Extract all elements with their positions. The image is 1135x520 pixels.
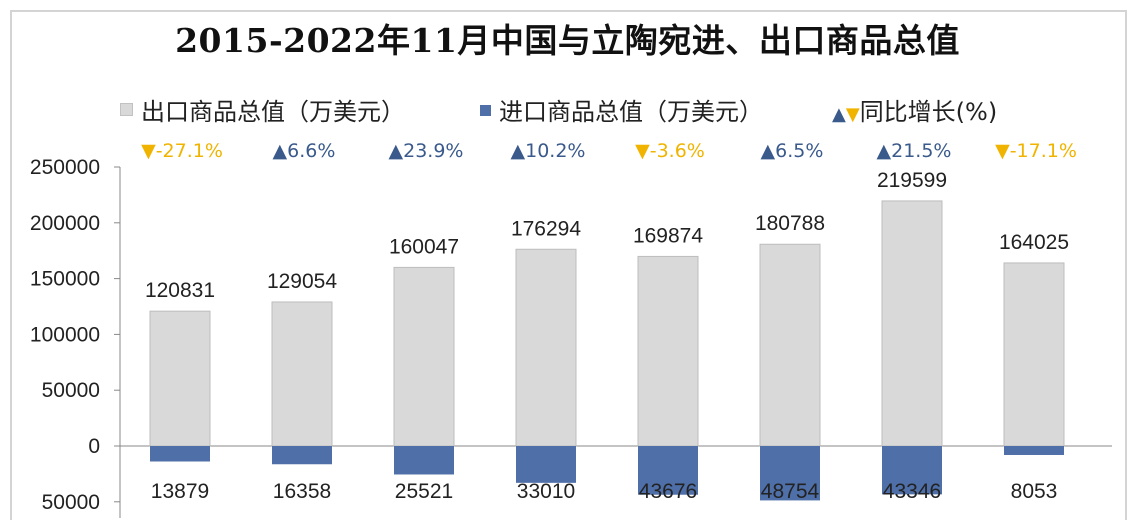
import-value-label: 33010 (517, 480, 575, 503)
legend-yoy-label: 同比增长(%) (859, 98, 998, 126)
yoy-growth-label: ▲21.5% (877, 140, 952, 162)
export-bar (393, 266, 455, 447)
yoy-growth-label: ▲6.6% (273, 140, 336, 162)
import-value-label: 16358 (273, 480, 331, 503)
export-bar (1003, 262, 1065, 447)
legend-import: 进口商品总值（万美元） (480, 92, 763, 127)
yoy-growth-label: ▲23.9% (389, 140, 464, 162)
import-value-label: 43346 (883, 480, 941, 503)
legend-import-label: 进口商品总值（万美元） (499, 98, 763, 126)
import-bar (760, 446, 820, 501)
import-value-label: 25521 (395, 480, 453, 503)
y-tick-label: 250000 (30, 156, 100, 179)
export-value-label: 129054 (267, 270, 337, 293)
import-value-label: 48754 (761, 480, 820, 503)
chart-title: 2015-2022年11月中国与立陶宛进、出口商品总值 (175, 21, 960, 60)
import-value-label: 13879 (151, 480, 209, 503)
import-bar (882, 446, 942, 495)
export-value-label: 164025 (999, 231, 1069, 254)
y-tick-label: 50000 (42, 491, 100, 514)
export-bar (881, 200, 943, 447)
export-value-label: 219599 (877, 169, 947, 192)
y-tick-label: 0 (88, 435, 100, 458)
yoy-growth-label: ▼-27.1% (141, 140, 223, 162)
export-value-label: 160047 (389, 235, 459, 258)
import-bar (150, 446, 210, 462)
y-tick-label: 50000 (42, 379, 100, 402)
legend-export-label: 出口商品总值（万美元） (141, 98, 405, 126)
export-bar (759, 243, 821, 447)
import-bar (638, 446, 698, 495)
import-bar (394, 446, 454, 475)
export-bar (637, 255, 699, 447)
export-bar (149, 310, 211, 447)
triangle-down-icon: ▼ (845, 104, 860, 125)
yoy-growth-label: ▲10.2% (511, 140, 586, 162)
export-value-label: 120831 (145, 279, 215, 302)
legend-export: 出口商品总值（万美元） (120, 92, 405, 127)
import-bar (1004, 446, 1064, 455)
import-value-label: 43676 (639, 480, 697, 503)
yoy-growth-label: ▲6.5% (761, 140, 824, 162)
legend-yoy: ▲▼同比增长(%) (832, 92, 997, 127)
export-bar (515, 248, 577, 447)
y-tick-label: 150000 (30, 268, 100, 291)
import-value-label: 8053 (1011, 480, 1058, 503)
export-value-label: 180788 (755, 212, 825, 235)
export-value-label: 169874 (633, 224, 703, 247)
y-tick-label: 200000 (30, 212, 100, 235)
export-bar (271, 301, 333, 447)
import-bar (516, 446, 576, 483)
triangle-up-icon: ▲ (832, 104, 846, 125)
yoy-growth-label: ▼-3.6% (635, 140, 705, 162)
legend-import-swatch (480, 105, 491, 116)
import-bar (272, 446, 332, 465)
yoy-growth-label: ▼-17.1% (995, 140, 1077, 162)
export-value-label: 176294 (511, 217, 581, 240)
legend-export-swatch (120, 103, 133, 116)
y-tick-label: 100000 (30, 323, 100, 346)
